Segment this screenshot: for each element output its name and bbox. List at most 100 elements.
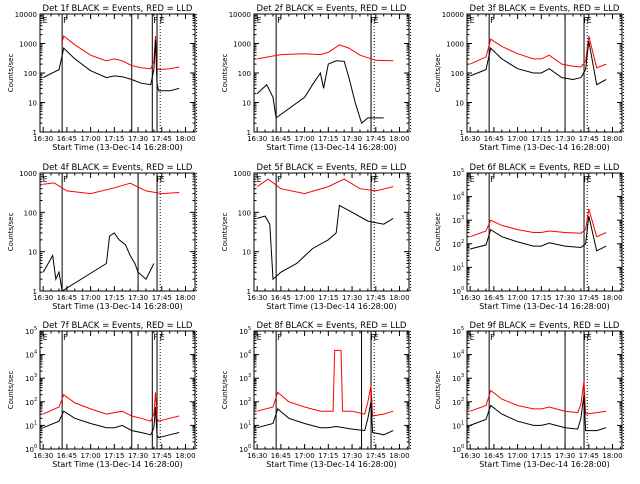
detector-panel: Det 3f BLACK = Events, RED = LLD 1 10 100 10… bbox=[434, 4, 625, 152]
marker-letter: F bbox=[370, 333, 375, 342]
y-tick-exponent: 5 bbox=[461, 168, 464, 174]
y-axis-label: Counts/sec bbox=[7, 371, 15, 410]
x-tick-label: 16:30 bbox=[460, 135, 480, 143]
y-tick-label: 100 bbox=[238, 209, 251, 217]
marker-letter: F bbox=[583, 16, 588, 25]
y-tick-label: 10 bbox=[452, 288, 461, 296]
y-tick-label: 10 bbox=[452, 399, 461, 407]
marker-letter: F bbox=[370, 175, 375, 184]
plot-frame bbox=[253, 330, 410, 450]
x-tick-label: 18:00 bbox=[389, 135, 409, 143]
marker-letter: E bbox=[257, 333, 262, 342]
x-tick-label: 16:30 bbox=[460, 294, 480, 302]
y-tick-label: 1 bbox=[247, 288, 251, 296]
x-tick-label: 18:00 bbox=[602, 452, 622, 460]
x-tick-label: 17:30 bbox=[128, 452, 148, 460]
x-tick-label: 17:30 bbox=[342, 135, 362, 143]
x-axis-label: Start Time (13-Dec-14 16:28:00) bbox=[479, 302, 610, 311]
marker-letter: E bbox=[470, 16, 475, 25]
x-tick-label: 17:45 bbox=[366, 294, 386, 302]
marker-letter: F bbox=[490, 333, 495, 342]
marker-letter: E bbox=[470, 333, 475, 342]
y-tick-exponent: 3 bbox=[461, 373, 464, 379]
x-tick-label: 16:30 bbox=[33, 294, 53, 302]
y-tick-label: 10 bbox=[452, 170, 461, 178]
y-tick-label: 10000 bbox=[229, 11, 251, 19]
y-tick-label: 10000 bbox=[442, 11, 464, 19]
x-tick-label: 17:45 bbox=[579, 135, 599, 143]
y-tick-label: 1000 bbox=[19, 170, 37, 178]
x-tick-label: 17:30 bbox=[342, 452, 362, 460]
marker-letter: F bbox=[153, 16, 158, 25]
marker-letter: F bbox=[490, 16, 495, 25]
x-tick-label: 17:15 bbox=[318, 294, 338, 302]
lld-series-line bbox=[469, 35, 607, 69]
detector-panel: Det 1f BLACK = Events, RED = LLD 1 10 100 10… bbox=[7, 4, 198, 152]
marker-letter: F bbox=[277, 16, 282, 25]
x-axis-label: Start Time (13-Dec-14 16:28:00) bbox=[266, 143, 397, 152]
lld-series-line bbox=[257, 44, 394, 62]
marker-letter: E bbox=[374, 333, 379, 342]
y-tick-exponent: 5 bbox=[248, 326, 251, 332]
marker-letter: E bbox=[160, 16, 165, 25]
y-tick-label: 1 bbox=[460, 129, 464, 137]
y-tick-label: 1000 bbox=[446, 41, 464, 49]
lld-series-line bbox=[470, 380, 607, 415]
y-tick-label: 10 bbox=[452, 241, 461, 249]
x-tick-label: 17:45 bbox=[366, 135, 386, 143]
y-axis-label: Counts/sec bbox=[221, 371, 229, 410]
plot-frame bbox=[253, 13, 410, 133]
series-group bbox=[470, 208, 607, 252]
y-axis-label: Counts/sec bbox=[7, 54, 15, 93]
x-tick-label: 17:00 bbox=[295, 294, 315, 302]
y-tick-exponent: 0 bbox=[461, 444, 464, 450]
y-tick-exponent: 1 bbox=[34, 420, 37, 426]
events-series-line bbox=[256, 60, 384, 124]
events-series-line bbox=[43, 406, 180, 439]
marker-letter: E bbox=[43, 16, 48, 25]
events-series-line bbox=[42, 40, 180, 92]
detector-panel: Det 5f BLACK = Events, RED = LLD 1 10 100 10… bbox=[221, 163, 412, 311]
y-tick-label: 1 bbox=[33, 129, 37, 137]
x-axis-label: Start Time (13-Dec-14 16:28:00) bbox=[266, 460, 397, 469]
x-tick-label: 18:00 bbox=[602, 135, 622, 143]
marker-letter: F bbox=[490, 175, 495, 184]
events-series-line bbox=[470, 215, 607, 252]
y-tick-label: 10 bbox=[28, 249, 37, 257]
y-axis-label: Counts/sec bbox=[221, 54, 229, 93]
panel-title: Det 6f BLACK = Events, RED = LLD bbox=[470, 163, 620, 173]
marker-letter: E bbox=[257, 16, 262, 25]
x-tick-label: 16:30 bbox=[460, 452, 480, 460]
x-tick-label: 17:45 bbox=[152, 294, 172, 302]
events-series-line bbox=[470, 394, 607, 432]
panel-title: Det 3f BLACK = Events, RED = LLD bbox=[470, 4, 620, 14]
panel-title: Det 8f BLACK = Events, RED = LLD bbox=[257, 321, 407, 331]
marker-letter: F bbox=[156, 175, 161, 184]
x-axis-label: Start Time (13-Dec-14 16:28:00) bbox=[52, 302, 183, 311]
y-tick-exponent: 1 bbox=[248, 420, 251, 426]
y-tick-label: 10 bbox=[242, 100, 251, 108]
marker-letter: F bbox=[63, 333, 68, 342]
x-axis-label: Start Time (13-Dec-14 16:28:00) bbox=[479, 143, 610, 152]
lld-series-line bbox=[256, 178, 394, 195]
y-tick-label: 10 bbox=[242, 249, 251, 257]
detector-panel: Det 4f BLACK = Events, RED = LLD 1 10 100 10… bbox=[7, 163, 198, 311]
y-tick-exponent: 5 bbox=[461, 326, 464, 332]
x-tick-label: 17:45 bbox=[152, 135, 172, 143]
marker-letter: E bbox=[43, 175, 48, 184]
plot-frame bbox=[253, 172, 410, 292]
detector-panel: Det 2f BLACK = Events, RED = LLD 1 10 100 10… bbox=[221, 4, 412, 152]
x-tick-label: 17:30 bbox=[555, 452, 575, 460]
x-tick-label: 16:45 bbox=[57, 452, 77, 460]
y-tick-label: 10 bbox=[452, 264, 461, 272]
events-series-line bbox=[42, 232, 155, 291]
marker-letter: F bbox=[277, 175, 282, 184]
y-tick-label: 10 bbox=[239, 352, 248, 360]
panel-title: Det 4f BLACK = Events, RED = LLD bbox=[43, 163, 193, 173]
marker-letter: E bbox=[160, 175, 165, 184]
marker-letter: E bbox=[374, 175, 379, 184]
x-tick-label: 17:15 bbox=[104, 294, 124, 302]
y-tick-exponent: 4 bbox=[461, 350, 464, 356]
